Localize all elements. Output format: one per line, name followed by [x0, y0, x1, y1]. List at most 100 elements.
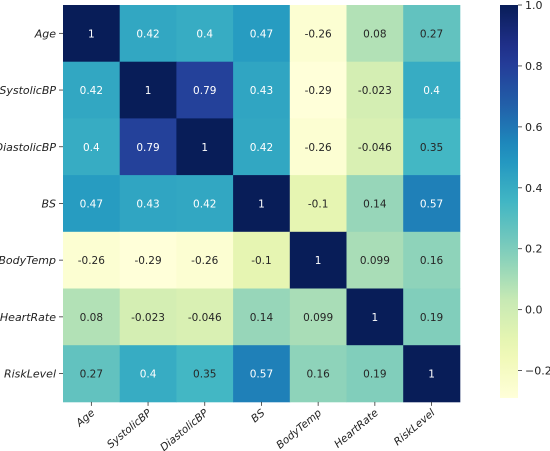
cell-value-label: 1 [145, 85, 152, 97]
y-tick-label: HeartRate [0, 311, 56, 324]
colorbar-tick-label: 0.2 [525, 243, 543, 256]
heatmap-cell [346, 118, 404, 176]
heatmap-cell [233, 175, 291, 233]
cell-value-label: 0.43 [250, 85, 273, 97]
heatmap-cell [233, 345, 291, 403]
heatmap-cell [289, 5, 347, 63]
cell-value-label: 0.08 [363, 28, 386, 40]
cell-value-label: -0.26 [305, 142, 332, 154]
heatmap-cell [233, 288, 291, 346]
heatmap-cell [233, 118, 291, 176]
colorbar-tick-label: −0.2 [525, 365, 550, 378]
colorbar-tick-label: 0.4 [525, 182, 543, 195]
y-tick-label: BS [41, 197, 56, 210]
row-labels: Age SystolicBP DiastolicBP BS BodyTemp HeartR… [0, 27, 63, 381]
heatmap-cell [289, 175, 347, 233]
heatmap-cell [403, 61, 461, 119]
cell-value-label: 0.4 [196, 28, 213, 40]
cell-value-label: 0.16 [420, 255, 444, 267]
x-tick-label: DiastolicBP [158, 407, 211, 451]
heatmap-cell [346, 5, 404, 63]
cell-value-label: -0.023 [131, 312, 165, 324]
heatmap-cell [289, 231, 347, 289]
cell-value-label: 1 [315, 255, 322, 267]
cell-value-label: 0.79 [193, 85, 216, 97]
heatmap-cell [119, 231, 177, 289]
cell-value-label: 0.19 [363, 369, 386, 381]
heatmap-cell [233, 61, 291, 119]
heatmap-cell [119, 288, 177, 346]
heatmap-cell [63, 231, 121, 289]
cell-value-label: 0.42 [136, 28, 159, 40]
cell-value-label: 0.14 [363, 198, 387, 210]
cell-value-label: -0.046 [188, 312, 222, 324]
heatmap-cell [403, 231, 461, 289]
heatmap-cell [63, 175, 121, 233]
x-tick-label: SystolicBP [105, 407, 155, 451]
heatmap-cell [176, 5, 234, 63]
x-tick-label: BodyTemp [274, 407, 324, 451]
heatmap-cell [289, 61, 347, 119]
y-tick-label: BodyTemp [0, 254, 56, 267]
heatmap-cell [176, 175, 234, 233]
cell-value-label: 0.16 [306, 369, 330, 381]
cell-value-label: 0.27 [420, 28, 443, 40]
cell-value-label: 0.57 [250, 369, 273, 381]
colorbar-tick-label: 0.6 [525, 121, 543, 134]
cell-value-label: 0.35 [193, 369, 216, 381]
cell-value-label: 0.79 [136, 142, 159, 154]
cell-value-label: -0.26 [78, 255, 105, 267]
heatmap-cell [119, 175, 177, 233]
heatmap-cell [63, 5, 121, 63]
cell-value-label: 0.57 [420, 198, 443, 210]
heatmap-cell [403, 288, 461, 346]
cell-value-label: 1 [372, 312, 379, 324]
cell-value-label: 0.4 [83, 142, 100, 154]
x-tick-label: BS [249, 407, 268, 425]
cell-value-label: 0.099 [303, 312, 333, 324]
cell-value-label: -0.023 [358, 85, 392, 97]
y-tick-label: Age [34, 27, 57, 40]
cell-value-label: 0.4 [140, 369, 157, 381]
heatmap-cell [233, 5, 291, 63]
cell-value-label: -0.1 [308, 198, 329, 210]
heatmap-cell [346, 231, 404, 289]
cell-value-label: 0.14 [250, 312, 274, 324]
heatmap-cell [289, 288, 347, 346]
y-tick-label: RiskLevel [4, 368, 56, 381]
heatmap-cells: 1 0.42 0.4 0.47 -0.26 0.08 0.27 0.42 1 0.79 0.43 -0… [63, 5, 461, 403]
cell-value-label: 0.27 [80, 369, 103, 381]
x-tick-label: Age [73, 407, 97, 430]
heatmap-cell [119, 345, 177, 403]
cell-value-label: -0.1 [251, 255, 272, 267]
cell-value-label: 1 [88, 28, 95, 40]
heatmap-cell [346, 345, 404, 403]
cell-value-label: 0.42 [250, 142, 273, 154]
cell-value-label: -0.29 [305, 85, 332, 97]
heatmap-cell [119, 118, 177, 176]
colorbar-tick-label: 0.8 [525, 60, 543, 73]
cell-value-label: 0.35 [420, 142, 443, 154]
heatmap-cell [289, 118, 347, 176]
heatmap-cell [176, 345, 234, 403]
cell-value-label: 0.43 [136, 198, 159, 210]
heatmap-cell [289, 345, 347, 403]
heatmap-cell [119, 61, 177, 119]
cell-value-label: -0.046 [358, 142, 392, 154]
cell-value-label: -0.26 [305, 28, 332, 40]
heatmap-cell [63, 288, 121, 346]
heatmap-cell [176, 61, 234, 119]
cell-value-label: 1 [201, 142, 208, 154]
heatmap-cell [63, 345, 121, 403]
colorbar-tick-label: 1.0 [525, 0, 543, 12]
cell-value-label: 0.19 [420, 312, 443, 324]
heatmap-cell [176, 118, 234, 176]
heatmap-cell [346, 61, 404, 119]
colorbar: 1.0 0.8 0.6 0.4 0.2 0.0 −0.2 [500, 0, 550, 398]
cell-value-label: 0.42 [193, 198, 216, 210]
heatmap-cell [403, 175, 461, 233]
cell-value-label: 1 [428, 369, 435, 381]
heatmap-cell [119, 5, 177, 63]
cell-value-label: -0.26 [191, 255, 218, 267]
